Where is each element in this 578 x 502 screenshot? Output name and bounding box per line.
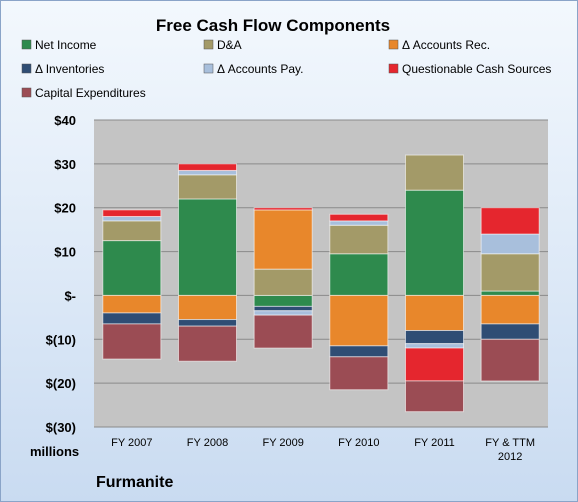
bar-segment [329,345,389,358]
bar-segment [405,189,464,296]
legend-item: Δ Inventories [21,62,104,76]
bar-segment [178,198,237,296]
bar-segment [329,294,389,347]
bar-segment [329,356,389,391]
bar-segment [178,174,237,200]
bar-segment [178,319,237,327]
bar-segment [178,325,237,362]
bar-segment [102,209,162,217]
legend-swatch [203,63,214,74]
bar-segment [329,220,389,226]
bar-segment [480,294,540,325]
plot-area [94,120,548,427]
x-tick-label: FY 2011 [414,437,455,449]
bars [102,154,540,413]
bar-segment [178,294,237,321]
bar-segment [178,169,237,176]
legend-item: D&A [203,38,242,52]
x-axis-ticks: FY 2007 FY 2008 FY 2009 FY 2010 FY 2011 FY & … [111,437,535,463]
legend-label: Δ Accounts Rec. [402,38,490,52]
bar-segment [253,314,313,349]
x-tick-label: FY 2009 [262,437,303,449]
bar-segment [253,268,313,296]
bar-segment [480,338,540,382]
bar-segment [178,163,237,171]
bar-segment [405,154,464,191]
legend-swatch [21,87,32,98]
legend-item: Net Income [21,38,97,52]
bar-segment [480,323,540,340]
bar-segment [329,213,389,222]
bar-segment [405,347,464,382]
y-tick-label: $10 [54,245,76,260]
bar-segment [405,380,464,413]
y-tick-label: $(30) [46,420,76,435]
legend-swatch [388,39,399,50]
bar-segment [102,294,162,314]
bar-segment [102,323,162,360]
bar-segment [253,207,313,211]
y-tick-label: $(10) [46,332,76,347]
x-tick-label: FY & TTM 2012 [485,437,535,463]
bar-segment [253,294,313,307]
x-tick-label: FY 2008 [187,437,228,449]
legend-label: Questionable Cash Sources [402,62,551,76]
y-tick-label: $30 [54,157,76,172]
bar-segment [480,253,540,292]
brand-label: Furmanite [96,474,173,491]
bar-segment [102,312,162,325]
legend-item: Questionable Cash Sources [388,62,551,76]
y-tick-label: $- [64,288,76,303]
bar-segment [102,220,162,242]
y-tick-label: $(20) [46,376,76,391]
y-tick-label: $40 [54,113,76,128]
legend-label: Net Income [35,38,97,52]
legend-item: Capital Expenditures [21,86,146,100]
bar-segment [253,310,313,316]
bar-segment [329,253,389,296]
bar-segment [102,215,162,222]
legend-label: D&A [217,38,242,52]
gridlines [94,119,548,428]
legend-item: Δ Accounts Rec. [388,38,490,52]
bar-segment [480,233,540,255]
units-label: millions [30,444,79,459]
y-axis-ticks: $40 $30 $20 $10 $- $(10) $(20) $(30) [46,113,76,435]
legend-label: Δ Inventories [35,62,104,76]
legend-swatch [21,39,32,50]
legend-label: Capital Expenditures [35,86,146,100]
bar-segment [253,209,313,270]
legend-label: Δ Accounts Pay. [217,62,304,76]
legend-swatch [203,39,214,50]
legend-swatch [21,63,32,74]
x-tick-label: FY 2010 [338,437,379,449]
bar-segment [102,240,162,296]
bar-segment [405,343,464,349]
legend: Net Income D&A Δ Accounts Rec. Δ Inventorie… [21,38,551,100]
x-tick-label: FY 2007 [111,437,152,449]
legend-swatch [388,63,399,74]
bar-segment [253,305,313,312]
chart-title: Free Cash Flow Components [156,16,390,35]
y-tick-label: $20 [54,201,76,216]
bar-segment [480,207,540,235]
legend-item: Δ Accounts Pay. [203,62,304,76]
bar-segment [480,290,540,296]
bar-segment [405,294,464,332]
bar-segment [329,224,389,255]
bar-segment [405,330,464,345]
